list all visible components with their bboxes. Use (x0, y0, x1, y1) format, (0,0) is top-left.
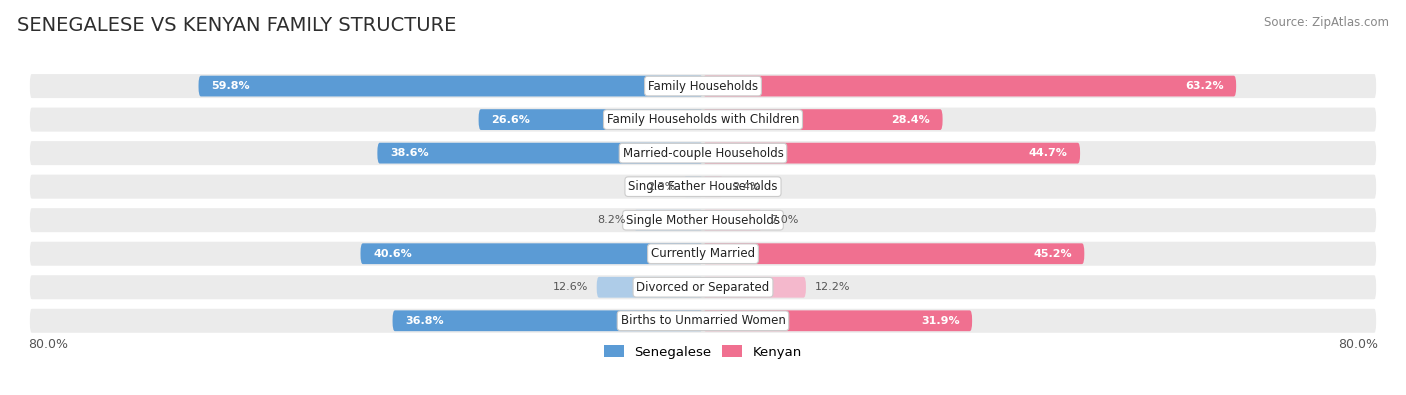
Text: 28.4%: 28.4% (891, 115, 929, 124)
FancyBboxPatch shape (28, 72, 1378, 100)
Text: 80.0%: 80.0% (28, 339, 67, 352)
Text: 26.6%: 26.6% (491, 115, 530, 124)
Text: 2.3%: 2.3% (647, 182, 675, 192)
Text: 12.2%: 12.2% (814, 282, 849, 292)
FancyBboxPatch shape (703, 243, 1084, 264)
Text: Married-couple Households: Married-couple Households (623, 147, 783, 160)
FancyBboxPatch shape (28, 106, 1378, 134)
FancyBboxPatch shape (703, 143, 1080, 164)
Text: 8.2%: 8.2% (598, 215, 626, 225)
FancyBboxPatch shape (634, 210, 703, 231)
Text: 63.2%: 63.2% (1185, 81, 1223, 91)
FancyBboxPatch shape (28, 240, 1378, 267)
FancyBboxPatch shape (377, 143, 703, 164)
FancyBboxPatch shape (392, 310, 703, 331)
FancyBboxPatch shape (703, 76, 1236, 96)
Text: 7.0%: 7.0% (770, 215, 799, 225)
FancyBboxPatch shape (703, 109, 942, 130)
Text: 31.9%: 31.9% (921, 316, 959, 326)
FancyBboxPatch shape (478, 109, 703, 130)
Text: 40.6%: 40.6% (373, 249, 412, 259)
Text: Family Households with Children: Family Households with Children (607, 113, 799, 126)
Text: 36.8%: 36.8% (405, 316, 444, 326)
FancyBboxPatch shape (596, 277, 703, 298)
FancyBboxPatch shape (28, 139, 1378, 167)
Text: Single Mother Households: Single Mother Households (626, 214, 780, 227)
Text: Births to Unmarried Women: Births to Unmarried Women (620, 314, 786, 327)
FancyBboxPatch shape (198, 76, 703, 96)
FancyBboxPatch shape (703, 277, 806, 298)
Text: 44.7%: 44.7% (1029, 148, 1067, 158)
Text: 12.6%: 12.6% (553, 282, 588, 292)
Text: Divorced or Separated: Divorced or Separated (637, 281, 769, 294)
FancyBboxPatch shape (703, 310, 972, 331)
Text: 45.2%: 45.2% (1033, 249, 1071, 259)
Text: 59.8%: 59.8% (211, 81, 250, 91)
FancyBboxPatch shape (360, 243, 703, 264)
FancyBboxPatch shape (28, 273, 1378, 301)
Text: Single Father Households: Single Father Households (628, 180, 778, 193)
FancyBboxPatch shape (28, 307, 1378, 335)
Text: Source: ZipAtlas.com: Source: ZipAtlas.com (1264, 16, 1389, 29)
Text: 2.4%: 2.4% (731, 182, 761, 192)
FancyBboxPatch shape (683, 176, 703, 197)
Text: SENEGALESE VS KENYAN FAMILY STRUCTURE: SENEGALESE VS KENYAN FAMILY STRUCTURE (17, 16, 456, 35)
Text: Currently Married: Currently Married (651, 247, 755, 260)
FancyBboxPatch shape (28, 207, 1378, 234)
Legend: Senegalese, Kenyan: Senegalese, Kenyan (599, 340, 807, 364)
FancyBboxPatch shape (28, 173, 1378, 200)
Text: 38.6%: 38.6% (389, 148, 429, 158)
Text: Family Households: Family Households (648, 79, 758, 92)
Text: 80.0%: 80.0% (1339, 339, 1378, 352)
FancyBboxPatch shape (703, 176, 723, 197)
FancyBboxPatch shape (703, 210, 762, 231)
